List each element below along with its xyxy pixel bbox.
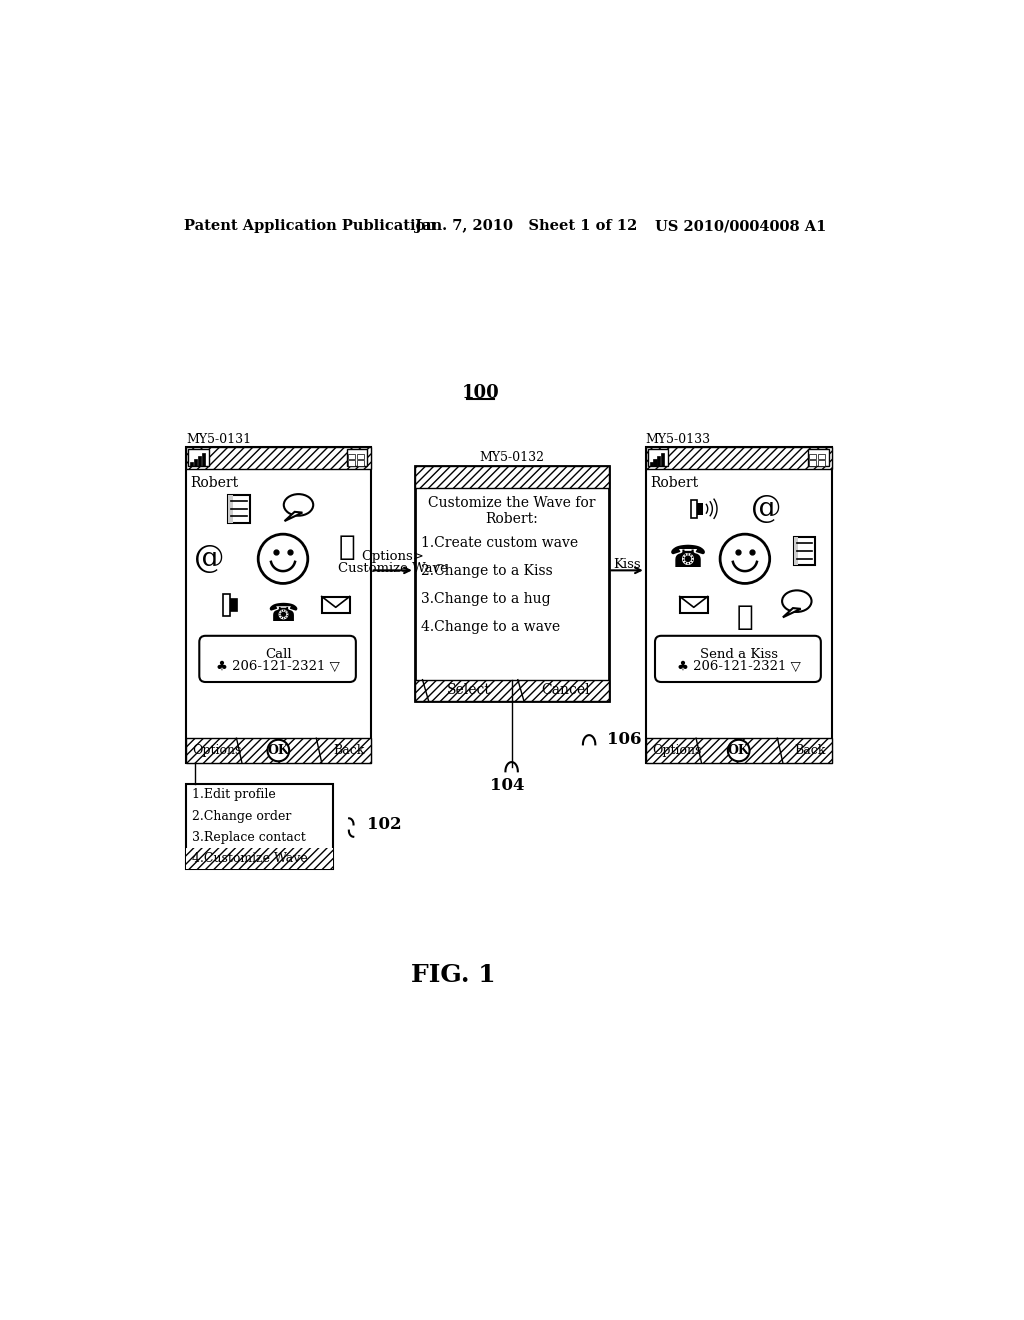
Bar bbox=[415, 466, 608, 701]
Bar bbox=[356, 461, 364, 466]
Text: Robert: Robert bbox=[190, 475, 239, 490]
Bar bbox=[348, 454, 355, 459]
Text: 100: 100 bbox=[462, 384, 500, 403]
Text: @: @ bbox=[195, 544, 224, 574]
Text: ✋: ✋ bbox=[339, 533, 355, 561]
Ellipse shape bbox=[782, 590, 812, 612]
Bar bbox=[809, 454, 816, 459]
Text: Send a Kiss: Send a Kiss bbox=[699, 648, 777, 661]
Bar bbox=[818, 461, 824, 466]
Bar bbox=[809, 449, 828, 466]
Text: MY5-0133: MY5-0133 bbox=[646, 433, 711, 446]
Bar bbox=[322, 597, 349, 614]
Bar bbox=[198, 457, 201, 466]
Bar bbox=[186, 847, 334, 869]
Bar bbox=[648, 449, 669, 466]
Text: 3.Change to a hug: 3.Change to a hug bbox=[421, 591, 551, 606]
Text: 1.Create custom wave: 1.Create custom wave bbox=[421, 536, 579, 550]
Text: OK: OK bbox=[267, 744, 289, 758]
Text: Jan. 7, 2010   Sheet 1 of 12: Jan. 7, 2010 Sheet 1 of 12 bbox=[415, 219, 637, 234]
Bar bbox=[186, 447, 371, 469]
Bar bbox=[348, 461, 355, 466]
Text: 2.Change to a Kiss: 2.Change to a Kiss bbox=[421, 564, 553, 578]
Text: ♣ 206-121-2321 ▽: ♣ 206-121-2321 ▽ bbox=[677, 660, 801, 673]
Bar bbox=[347, 449, 368, 466]
Bar bbox=[186, 784, 334, 869]
Bar bbox=[228, 495, 250, 523]
Text: Robert:: Robert: bbox=[485, 512, 538, 525]
Text: 106: 106 bbox=[607, 731, 641, 748]
Bar bbox=[186, 447, 371, 763]
Text: Options>: Options> bbox=[361, 550, 424, 564]
Bar bbox=[194, 459, 197, 466]
Text: MY5-0132: MY5-0132 bbox=[479, 450, 544, 463]
Text: Call: Call bbox=[265, 648, 292, 661]
Text: 4.Change to a wave: 4.Change to a wave bbox=[421, 619, 560, 634]
Bar bbox=[657, 457, 660, 466]
Bar bbox=[680, 597, 708, 614]
Text: Patent Application Publication: Patent Application Publication bbox=[183, 219, 436, 234]
Text: @: @ bbox=[751, 494, 781, 524]
Text: Options: Options bbox=[193, 744, 242, 758]
Bar bbox=[809, 461, 816, 466]
Text: Options: Options bbox=[652, 744, 701, 758]
Bar bbox=[229, 599, 238, 611]
Polygon shape bbox=[285, 512, 302, 521]
Polygon shape bbox=[783, 609, 801, 618]
Ellipse shape bbox=[284, 494, 313, 516]
Text: US 2010/0004008 A1: US 2010/0004008 A1 bbox=[655, 219, 826, 234]
Bar bbox=[415, 680, 608, 701]
Bar bbox=[202, 453, 205, 466]
Text: 4.Customize Wave: 4.Customize Wave bbox=[191, 851, 307, 865]
Circle shape bbox=[258, 535, 308, 583]
Bar bbox=[223, 594, 229, 615]
Text: FIG. 1: FIG. 1 bbox=[412, 962, 496, 986]
Text: Select: Select bbox=[447, 684, 490, 697]
Circle shape bbox=[728, 739, 750, 762]
Bar bbox=[818, 454, 824, 459]
Text: Customize the Wave for: Customize the Wave for bbox=[428, 496, 595, 511]
Bar bbox=[794, 537, 815, 565]
Text: Robert: Robert bbox=[650, 475, 698, 490]
Bar bbox=[415, 466, 608, 488]
Text: Cancel: Cancel bbox=[542, 684, 590, 697]
Bar bbox=[794, 537, 799, 565]
Text: Kiss: Kiss bbox=[613, 557, 641, 570]
Bar bbox=[188, 449, 209, 466]
Bar bbox=[690, 499, 697, 517]
Text: 102: 102 bbox=[368, 816, 402, 833]
Text: 2.Change order: 2.Change order bbox=[191, 809, 291, 822]
FancyBboxPatch shape bbox=[655, 636, 821, 682]
Circle shape bbox=[267, 739, 289, 762]
Bar bbox=[646, 447, 831, 763]
Bar bbox=[697, 503, 703, 515]
Text: Back: Back bbox=[795, 744, 825, 758]
Bar bbox=[646, 738, 831, 763]
FancyBboxPatch shape bbox=[200, 636, 356, 682]
Text: 3.Replace contact: 3.Replace contact bbox=[191, 830, 305, 843]
Text: OK: OK bbox=[728, 744, 750, 758]
Text: ☎: ☎ bbox=[670, 544, 708, 573]
Bar bbox=[646, 447, 831, 469]
Bar bbox=[228, 495, 232, 523]
Bar bbox=[356, 454, 364, 459]
Circle shape bbox=[720, 535, 770, 583]
Bar bbox=[186, 738, 371, 763]
Text: ☎: ☎ bbox=[267, 602, 299, 626]
Text: ♣ 206-121-2321 ▽: ♣ 206-121-2321 ▽ bbox=[216, 660, 340, 673]
Text: 1.Edit profile: 1.Edit profile bbox=[191, 788, 275, 801]
Bar bbox=[190, 462, 194, 466]
Text: MY5-0131: MY5-0131 bbox=[186, 433, 251, 446]
Text: 104: 104 bbox=[490, 777, 525, 795]
Bar bbox=[649, 462, 652, 466]
Text: Back: Back bbox=[333, 744, 365, 758]
Bar bbox=[653, 459, 656, 466]
Text: Customize Wave: Customize Wave bbox=[338, 562, 447, 576]
Text: ✋: ✋ bbox=[736, 602, 754, 631]
Bar bbox=[662, 453, 665, 466]
